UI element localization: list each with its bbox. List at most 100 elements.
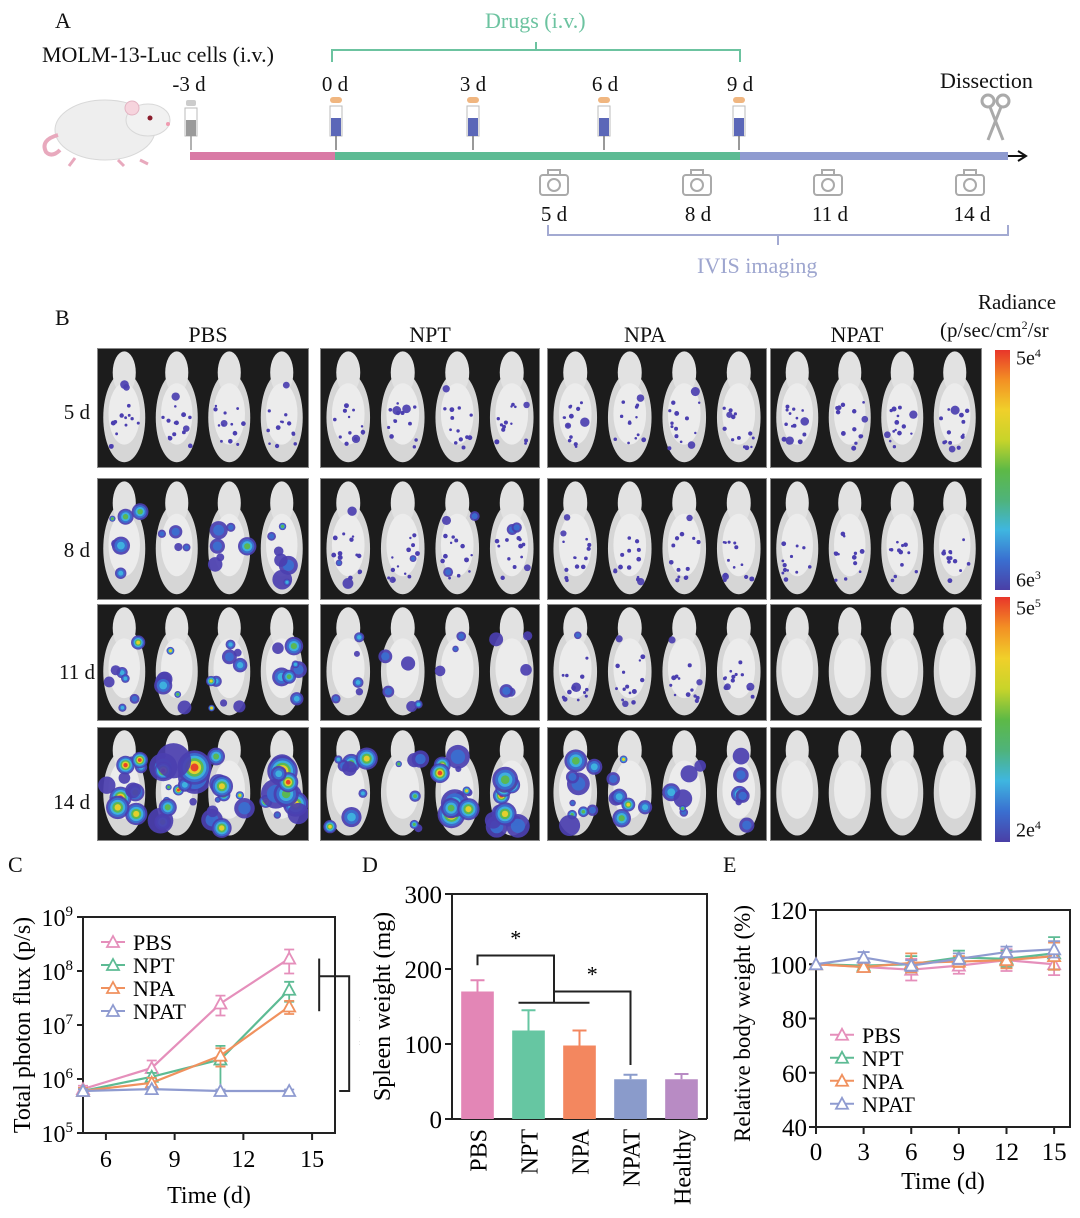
signal-blob	[413, 794, 417, 799]
signal-speck	[613, 437, 618, 441]
legend-marker	[105, 957, 121, 971]
timeline-post-segment	[740, 152, 1008, 160]
signal-blob	[735, 798, 742, 806]
syringe-icon-day3	[466, 97, 480, 150]
signal-blob	[212, 541, 222, 551]
signal-speck	[352, 408, 356, 412]
signal-blob	[416, 702, 421, 707]
signal-speck	[783, 577, 789, 582]
signal-speck	[232, 430, 238, 436]
signal-blob	[171, 527, 180, 536]
mouse-silhouette	[933, 730, 976, 836]
signal-speck	[948, 549, 953, 554]
signal-speck	[621, 698, 625, 702]
signal-speck	[627, 421, 632, 425]
mouse-silhouette	[380, 730, 430, 836]
signal-speck	[464, 557, 469, 563]
signal-blob	[238, 793, 242, 797]
y-tick-label: 300	[405, 882, 443, 909]
mouse-silhouette	[326, 351, 371, 463]
signal-speck	[342, 532, 346, 536]
mouse-silhouette	[147, 730, 212, 836]
signal-speck	[942, 549, 946, 553]
signal-blob	[181, 781, 188, 788]
signal-speck	[802, 546, 806, 550]
signal-speck	[173, 421, 177, 425]
mouse-silhouette	[881, 730, 924, 836]
mouse-silhouette	[103, 481, 149, 595]
ivis-image-npat-5d	[770, 348, 982, 468]
signal-speck	[685, 692, 691, 697]
signal-speck	[618, 564, 623, 570]
signal-speck	[587, 542, 592, 547]
signal-speck	[740, 563, 744, 567]
signal-speck	[959, 412, 964, 418]
signal-speck	[747, 687, 751, 691]
signal-speck	[966, 562, 971, 566]
mouse-image-svg	[326, 607, 534, 716]
signal-speck	[503, 420, 508, 425]
drugs-bracket	[331, 42, 741, 62]
colorbar-top-min: 6e3	[1016, 568, 1041, 592]
signal-speck	[859, 549, 865, 554]
signal-speck	[896, 540, 899, 544]
signal-speck	[406, 547, 411, 553]
legend-label: NPT	[133, 953, 175, 978]
signal-blob	[110, 665, 121, 676]
signal-speck	[568, 413, 574, 419]
signal-speck	[901, 424, 907, 429]
legend-label: NPA	[862, 1069, 904, 1094]
mouse-silhouette	[103, 351, 146, 463]
signal-speck	[228, 439, 233, 444]
drugs-label: Drugs (i.v.)	[485, 8, 586, 33]
signal-speck	[236, 442, 240, 446]
signal-blob	[465, 789, 469, 793]
signal-speck	[891, 406, 897, 412]
signal-speck	[286, 421, 292, 426]
signal-blob	[736, 770, 746, 780]
y-axis-label: Spleen weight (mg)	[370, 912, 396, 1101]
camera-icon-5d	[539, 169, 569, 196]
signal-speck	[893, 574, 898, 579]
mouse-image-svg	[326, 351, 534, 463]
data-point	[281, 1083, 297, 1097]
signal-speck	[668, 409, 672, 413]
signal-speck	[221, 423, 225, 427]
mouse-silhouette	[489, 481, 534, 595]
colorbar-units: (p/sec/cm2/sr	[940, 318, 1049, 343]
y-axis-label: Total photon flux (p/s)	[10, 917, 36, 1133]
signal-speck	[675, 578, 680, 583]
signal-blob	[213, 753, 220, 760]
signal-speck	[396, 565, 400, 568]
signal-speck	[801, 409, 804, 412]
signal-speck	[502, 424, 506, 429]
signal-blob	[687, 441, 696, 449]
signal-blob	[155, 743, 192, 779]
signal-speck	[676, 567, 681, 572]
mouse-silhouette	[933, 607, 976, 716]
mouse-silhouette	[881, 351, 924, 463]
mouse-image-svg	[553, 730, 761, 837]
camera-icon-11d	[813, 169, 843, 196]
y-tick-label: 80	[782, 1007, 807, 1034]
signal-speck	[453, 441, 458, 445]
signal-speck	[625, 684, 630, 689]
mouse-silhouette	[828, 730, 871, 836]
syringe-icon-day6	[597, 97, 611, 150]
signal-speck	[337, 554, 343, 560]
signal-speck	[677, 677, 681, 680]
signal-blob	[293, 695, 300, 702]
signal-speck	[393, 419, 396, 422]
signal-speck	[409, 536, 412, 540]
signal-blob	[125, 782, 141, 799]
signal-speck	[524, 441, 527, 445]
signal-blob	[131, 695, 138, 702]
mouse-silhouette	[776, 730, 819, 836]
mouse-silhouette	[776, 481, 819, 595]
x-tick-label: PBS	[467, 1129, 493, 1172]
signal-blob	[513, 524, 520, 531]
signal-speck	[939, 416, 943, 421]
signal-speck	[733, 412, 738, 416]
mouse-image-svg	[103, 607, 307, 716]
signal-speck	[514, 405, 517, 409]
